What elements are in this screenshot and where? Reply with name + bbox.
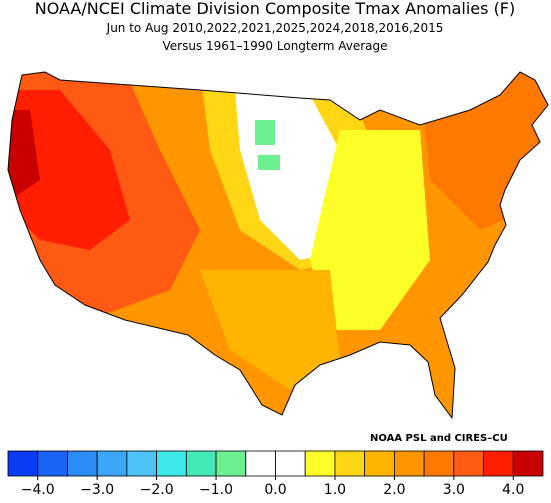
colorbar-box [334,450,366,477]
colorbar-box [67,450,98,477]
title: NOAA/NCEI Climate Division Composite Tma… [35,0,516,18]
colorbar-box [37,450,68,477]
colorbar-box [304,450,336,477]
colorbar-label: 0.0 [264,482,286,498]
colorbar-box [96,450,128,477]
colorbar-box [7,450,39,477]
colorbar-box [393,450,425,477]
colorbar-label: −3.0 [80,482,114,498]
map-outline [7,71,549,420]
colorbar-label: −4.0 [21,482,55,498]
colorbar-label: 3.0 [443,482,465,498]
map [8,72,548,418]
colorbar-box [275,450,306,477]
colorbar-box [245,450,276,477]
colorbar-label: 4.0 [502,482,524,498]
colorbar-label: 1.0 [324,482,346,498]
colorbar-label: −2.0 [140,482,174,498]
credit: NOAA PSL and CIRES–CU [370,433,508,444]
colorbar-box [364,450,395,477]
colorbar-box [453,450,484,477]
baseline: Versus 1961–1990 Longterm Average [162,39,387,53]
colorbar-box [185,450,217,477]
colorbar-box [423,450,455,477]
colorbar-box [156,450,187,477]
colorbar-box [483,450,514,477]
colorbar-box [512,450,544,477]
colorbar-label: 2.0 [383,482,405,498]
subtitle: Jun to Aug 2010,2022,2021,2025,2024,2018… [106,21,444,35]
colorbar-label: −1.0 [199,482,233,498]
colorbar-box [126,450,158,477]
colorbar-box [215,450,247,477]
